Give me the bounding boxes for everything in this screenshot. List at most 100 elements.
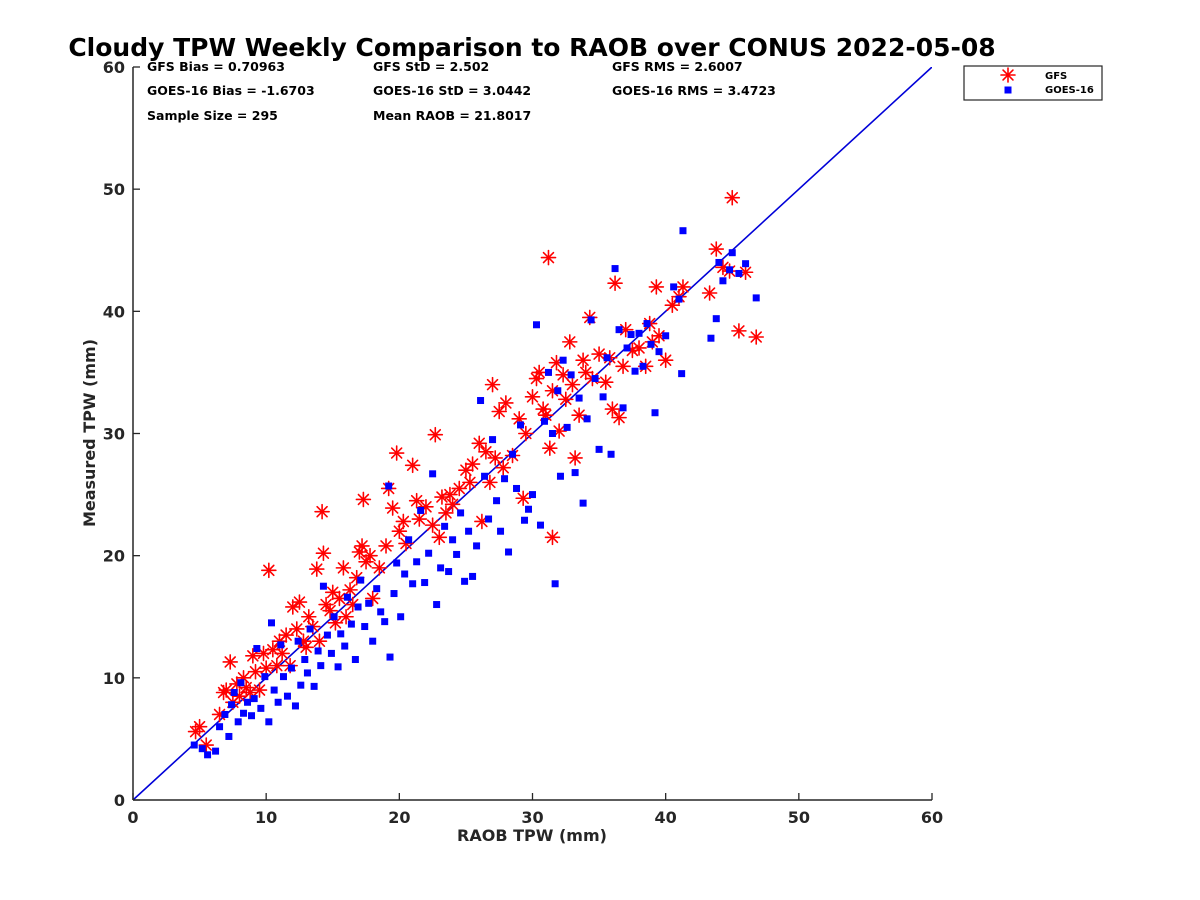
y-tick-label: 20	[103, 547, 125, 566]
goes16-point	[354, 603, 362, 611]
goes16-point	[485, 515, 493, 523]
goes16-point	[212, 747, 220, 755]
goes16-point	[405, 536, 413, 544]
goes16-point	[728, 249, 736, 257]
gfs-point	[408, 492, 425, 509]
goes16-point	[639, 362, 647, 370]
y-tick-label: 30	[103, 425, 125, 444]
goes16-point	[234, 718, 242, 726]
statistics-block: GFS Bias = 0.70963 GFS StD = 2.502 GFS R…	[147, 59, 776, 123]
goes16-point	[198, 745, 206, 753]
goes16-point	[453, 550, 461, 558]
goes16-point	[675, 295, 683, 303]
gfs-rms-stat: GFS RMS = 2.6007	[612, 59, 743, 74]
goes16-point	[253, 645, 261, 653]
legend-goes16-label: GOES-16	[1045, 85, 1094, 96]
goes16-point	[678, 370, 686, 378]
goes16-point	[752, 294, 760, 302]
x-axis-label: RAOB TPW (mm)	[457, 826, 607, 845]
gfs-point	[315, 545, 332, 562]
goes16-point	[283, 692, 291, 700]
goes-rms-stat: GOES-16 RMS = 3.4723	[612, 83, 776, 98]
gfs-point	[395, 513, 412, 530]
gfs-point	[561, 334, 578, 350]
goes16-point	[521, 516, 529, 524]
gfs-point	[218, 682, 235, 698]
goes16-point	[670, 283, 678, 291]
gfs-point	[355, 491, 372, 508]
gfs-point	[251, 682, 268, 698]
legend-goes16-marker	[1004, 86, 1012, 94]
legend-box	[963, 65, 1103, 101]
goes16-point	[554, 387, 562, 395]
gfs-point	[311, 633, 328, 649]
goes16-point	[230, 688, 238, 696]
gfs-point	[615, 358, 631, 375]
goes16-point	[707, 334, 715, 342]
goes16-point	[361, 623, 369, 631]
x-tick-label: 40	[655, 808, 677, 827]
goes16-point	[291, 702, 299, 710]
gfs-point	[631, 340, 647, 356]
goes16-point	[457, 509, 465, 517]
gfs-point	[451, 480, 468, 497]
goes16-point	[274, 698, 282, 706]
gfs-point	[518, 425, 534, 442]
goes16-point	[301, 656, 309, 664]
goes16-point	[631, 367, 639, 375]
gfs-point	[724, 189, 741, 206]
goes16-point	[369, 637, 377, 645]
goes16-point	[244, 698, 252, 706]
goes16-point	[248, 712, 256, 720]
goes16-point	[417, 506, 425, 514]
goes16-point	[571, 469, 579, 477]
goes16-point	[651, 409, 659, 417]
gfs-point	[354, 538, 370, 554]
gfs-point	[524, 389, 541, 405]
plot-area: 0 10 20 30 40 50 60 0 10 20 30 40 50 60	[103, 58, 943, 827]
goes16-point	[627, 331, 635, 339]
gfs-point	[471, 435, 488, 452]
goes16-point	[390, 590, 398, 598]
goes16-point	[509, 450, 517, 458]
gfs-point	[531, 364, 547, 381]
goes16-point	[221, 710, 229, 718]
goes16-point	[599, 393, 607, 401]
goes16-point	[493, 497, 501, 505]
gfs-point	[611, 409, 627, 426]
goes16-point	[548, 430, 556, 437]
gfs-point	[564, 376, 581, 393]
gfs-point	[274, 645, 290, 662]
data-points-layer	[187, 189, 765, 759]
y-tick-label: 0	[114, 791, 125, 810]
goes16-point	[505, 548, 513, 556]
goes-bias-stat: GOES-16 Bias = -1.6703	[147, 83, 315, 98]
gfs-point	[464, 456, 481, 472]
goes16-point	[323, 631, 331, 639]
goes16-point	[441, 522, 449, 530]
goes16-point	[425, 549, 433, 557]
goes16-point	[679, 227, 687, 235]
y-tick-label: 50	[103, 180, 125, 199]
goes16-point	[583, 415, 591, 423]
gfs-point	[308, 561, 325, 577]
goes16-point	[190, 741, 198, 749]
gfs-point	[444, 496, 461, 513]
goes16-point	[445, 568, 453, 576]
gfs-point	[191, 718, 208, 735]
x-tick-label: 50	[788, 808, 810, 827]
goes16-point	[532, 321, 540, 329]
gfs-point	[567, 450, 583, 466]
gfs-point	[291, 594, 308, 610]
gfs-point	[701, 285, 718, 301]
gfs-point	[384, 500, 401, 516]
gfs-point	[708, 241, 725, 257]
goes16-point	[303, 669, 311, 677]
goes16-point	[619, 404, 627, 412]
gfs-point	[424, 517, 441, 533]
goes16-point	[228, 701, 236, 709]
gfs-point	[242, 684, 258, 701]
gfs-point	[557, 391, 574, 408]
legend-gfs-label: GFS	[1045, 71, 1067, 82]
legend-goes16-square	[1004, 86, 1012, 94]
